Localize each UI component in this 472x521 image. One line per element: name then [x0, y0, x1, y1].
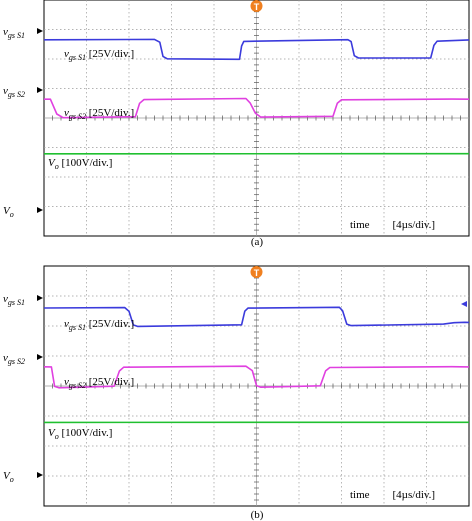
channel-ref-arrow — [37, 472, 43, 478]
channel-ref-arrow — [37, 354, 43, 360]
panel-caption: (a) — [251, 236, 264, 248]
channel-ref-arrow — [37, 87, 43, 93]
channel-ref-arrow — [37, 28, 43, 34]
channel-label-gs-s2: vgs S2 — [3, 85, 25, 99]
time-scale-label: [4µs/div.] — [393, 219, 436, 231]
trace-v-gs-s1 — [43, 38, 470, 61]
trace-v-gs-s1 — [43, 306, 470, 328]
channel-label-o: Vo — [3, 205, 14, 219]
scale-label-gs-s1: vgs S1 [25V/div.] — [64, 318, 134, 332]
scale-label-gs-s2: vgs S2 [25V/div.] — [64, 376, 134, 390]
scope-panel-a: vgs S1 vgs S1 [25V/div.] vgs S2 vgs S2 [25V… — [3, 0, 470, 248]
scope-panel-b: vgs S1 vgs S1 [25V/div.] vgs S2 vgs S2 [25V… — [3, 265, 470, 521]
time-scale-label: [4µs/div.] — [393, 489, 436, 501]
panel-caption: (b) — [251, 509, 264, 521]
trace-v-gs-s2 — [43, 365, 470, 389]
trace-v-gs-s2 — [44, 97, 470, 119]
scale-label-gs-s1: vgs S1 [25V/div.] — [64, 48, 134, 62]
channel-ref-arrow — [37, 207, 43, 213]
channel-label-o: Vo — [3, 470, 14, 484]
trigger-marker — [250, 266, 263, 278]
trigger-marker-label: T — [254, 268, 260, 278]
channel-label-gs-s2: vgs S2 — [3, 352, 25, 366]
time-label: time — [350, 219, 370, 231]
trigger-marker — [250, 0, 263, 12]
time-label: time — [350, 489, 370, 501]
channel-label-gs-s1: vgs S1 — [3, 26, 25, 40]
channel-label-gs-s1: vgs S1 — [3, 293, 25, 307]
scale-label-o: Vo [100V/div.] — [48, 157, 112, 171]
scale-label-gs-s2: vgs S2 [25V/div.] — [64, 107, 134, 121]
channel-ref-arrow — [37, 295, 43, 301]
scroll-arrow-icon — [461, 301, 467, 307]
trigger-marker-label: T — [254, 2, 260, 12]
scale-label-o: Vo [100V/div.] — [48, 427, 112, 441]
